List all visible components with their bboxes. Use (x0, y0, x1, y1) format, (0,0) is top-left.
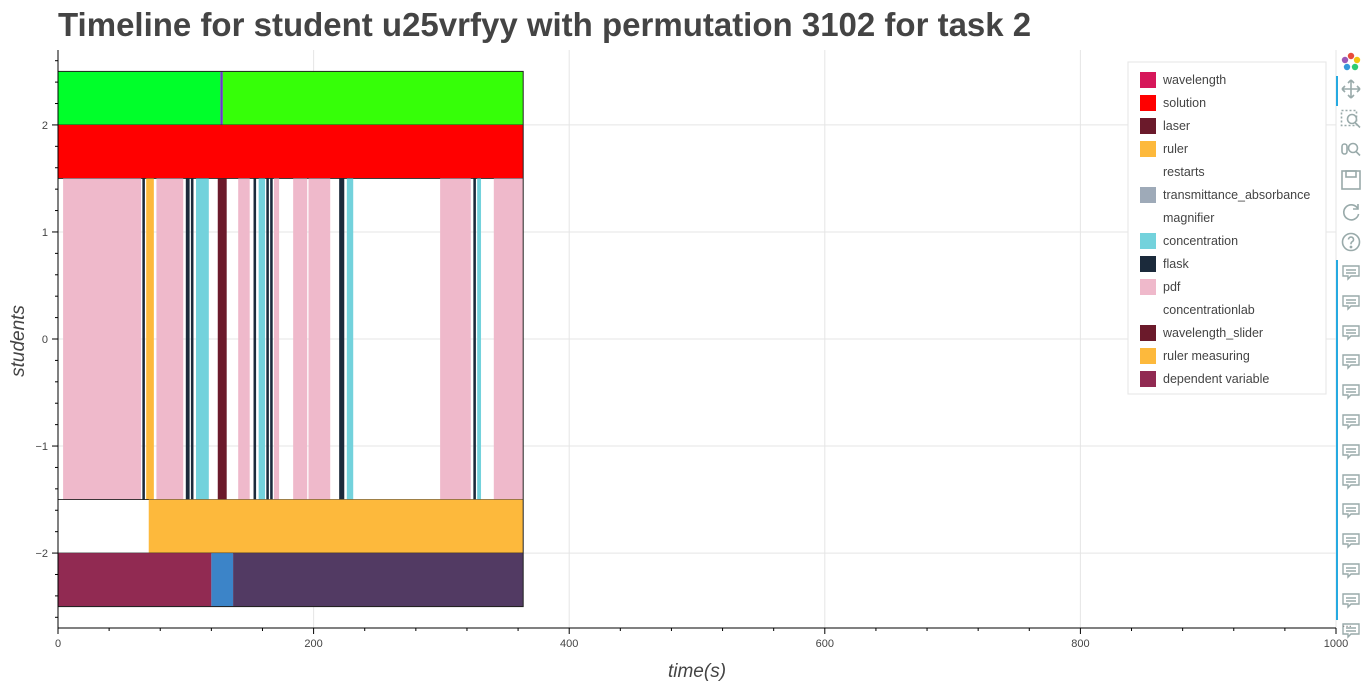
x-tick-label: 200 (304, 638, 322, 650)
legend-item-label: transmittance_absorbance (1163, 188, 1310, 202)
hover-icon[interactable] (1340, 441, 1362, 463)
timeline-segment (270, 178, 273, 500)
timeline-segment (148, 499, 524, 554)
active-hover-indicator (1336, 260, 1338, 620)
timeline-segment (258, 178, 266, 500)
hover-icon[interactable] (1340, 471, 1362, 493)
timeline-segment (220, 71, 223, 125)
box-zoom-icon[interactable] (1340, 109, 1362, 131)
y-tick-label: 0 (42, 334, 48, 346)
timeline-segment (146, 178, 154, 500)
legend-item-label: pdf (1163, 280, 1181, 294)
timeline-segment (339, 178, 345, 500)
legend-box (1127, 61, 1327, 395)
hover-icon[interactable] (1340, 530, 1362, 552)
timeline-bars (57, 70, 524, 608)
timeline-segment (308, 178, 331, 500)
legend-swatch (1140, 187, 1156, 203)
x-tick-label: 0 (55, 638, 61, 650)
legend-item-label: flask (1163, 257, 1189, 271)
bokeh-logo-icon[interactable] (1340, 51, 1362, 73)
timeline-segment (238, 178, 250, 500)
legend-item-label: ruler measuring (1163, 349, 1250, 363)
legend-swatch (1140, 325, 1156, 341)
y-axis-label: students (8, 305, 29, 377)
hover-icon[interactable] (1340, 292, 1362, 314)
timeline-segment (222, 71, 524, 125)
timeline-segment (58, 124, 524, 179)
legend-swatch (1140, 233, 1156, 249)
legend-item-label: magnifier (1163, 211, 1214, 225)
legend-item-label: solution (1163, 96, 1206, 110)
y-tick-label: 1 (42, 227, 48, 239)
hover-icon[interactable] (1340, 262, 1362, 284)
hover-icon[interactable] (1340, 590, 1362, 612)
x-axis-label: time(s) (668, 661, 726, 682)
toolbar: ... (1336, 48, 1366, 683)
x-tick-label: 400 (560, 638, 578, 650)
legend-swatch (1140, 279, 1156, 295)
hover-icon[interactable] (1340, 620, 1362, 642)
timeline-segment (58, 553, 212, 607)
y-tick-label: −2 (35, 548, 48, 560)
legend-item-label: concentration (1163, 234, 1238, 248)
timeline-segment (190, 178, 194, 500)
help-icon[interactable] (1340, 231, 1362, 253)
timeline-segment (233, 553, 524, 607)
hover-icon[interactable] (1340, 322, 1362, 344)
x-tick-label: 1000 (1324, 638, 1348, 650)
x-tick-label: 800 (1071, 638, 1089, 650)
legend-item-label: restarts (1163, 165, 1205, 179)
legend-swatch (1140, 72, 1156, 88)
hover-icon[interactable] (1340, 411, 1362, 433)
axes: 0 200 400 600 800 1000 −2 −1 0 1 2 (35, 50, 1348, 650)
pan-icon[interactable] (1340, 78, 1362, 100)
save-icon[interactable] (1340, 169, 1362, 191)
wheel-zoom-icon[interactable] (1340, 139, 1362, 161)
hover-icon[interactable] (1340, 560, 1362, 582)
legend: wavelength solution laser ruler restarts tran… (1127, 61, 1327, 395)
legend-item-label: wavelength_slider (1162, 326, 1263, 340)
reset-icon[interactable] (1340, 201, 1362, 223)
legend-item-label: ruler (1163, 142, 1188, 156)
hover-icon[interactable] (1340, 351, 1362, 373)
x-tick-label: 600 (816, 638, 834, 650)
legend-item-label: wavelength (1162, 73, 1226, 87)
timeline-segment (293, 178, 308, 500)
timeline-segment (142, 178, 145, 500)
hover-icon[interactable] (1340, 381, 1362, 403)
legend-swatch (1140, 118, 1156, 134)
legend-item-label: laser (1163, 119, 1190, 133)
timeline-segment (196, 178, 209, 500)
timeline-segment (440, 178, 471, 500)
timeline-segment (156, 178, 184, 500)
y-tick-label: 2 (42, 120, 48, 132)
legend-swatch (1140, 141, 1156, 157)
chart-title: Timeline for student u25vrfyy with permu… (58, 6, 1032, 43)
legend-swatch (1140, 256, 1156, 272)
timeline-segment (253, 178, 257, 500)
legend-swatch (1140, 95, 1156, 111)
timeline-segment (346, 178, 354, 500)
timeline-segment (63, 178, 142, 500)
timeline-segment (493, 178, 524, 500)
timeline-segment (473, 178, 476, 500)
timeline-segment (477, 178, 482, 500)
hover-icon[interactable] (1340, 500, 1362, 522)
legend-item-label: dependent variable (1163, 372, 1269, 386)
timeline-segment (273, 178, 280, 500)
legend-swatch (1140, 348, 1156, 364)
legend-swatch (1140, 371, 1156, 387)
legend-item-label: concentrationlab (1163, 303, 1255, 317)
timeline-segment (266, 178, 269, 500)
active-tool-indicator (1336, 76, 1338, 106)
timeline-segment (185, 178, 190, 500)
timeline-segment (58, 71, 221, 125)
timeline-segment (211, 553, 234, 607)
more-tools-icon[interactable]: ... (1342, 616, 1353, 630)
timeline-segment (217, 178, 227, 500)
y-tick-label: −1 (35, 441, 48, 453)
